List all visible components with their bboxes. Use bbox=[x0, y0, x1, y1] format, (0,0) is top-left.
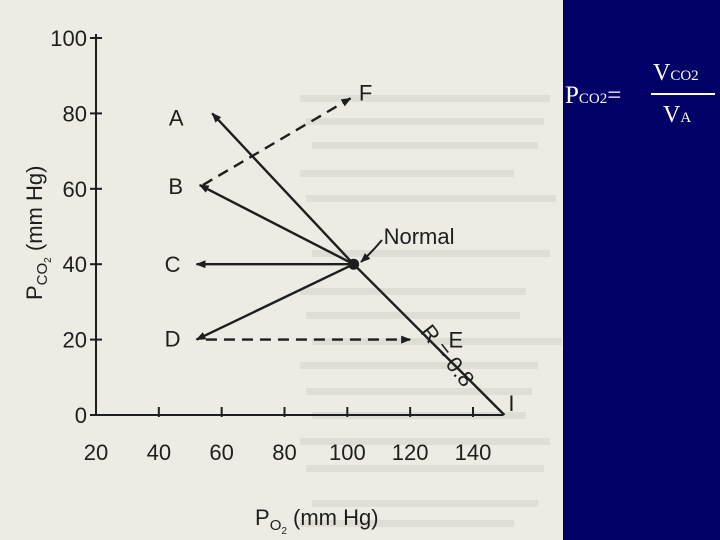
x-tick-label-140: 140 bbox=[455, 440, 492, 465]
normal-point bbox=[348, 258, 360, 270]
formula-numerator-symbol: V bbox=[653, 60, 671, 86]
point-label-b: B bbox=[168, 174, 183, 199]
y-tick-label-40: 40 bbox=[63, 252, 87, 277]
segment-normal-to-B bbox=[198, 183, 355, 266]
formula-denominator: VA bbox=[663, 102, 691, 129]
textbook-scan: 0 20 40 60 80 100 20 40 60 80 100 120 140 Normal A B C D E… bbox=[0, 0, 563, 540]
formula-lhs-subscript: CO2 bbox=[578, 91, 608, 107]
x-tick-label-80: 80 bbox=[272, 440, 296, 465]
faded-text-streak bbox=[306, 118, 544, 125]
point-label-c: C bbox=[165, 252, 181, 277]
formula-denominator-subscript: A bbox=[680, 110, 692, 126]
faded-text-streak bbox=[300, 288, 526, 295]
y-tick-label-60: 60 bbox=[63, 177, 87, 202]
faded-text-streak bbox=[312, 142, 538, 149]
faded-text-streak bbox=[300, 95, 550, 102]
faded-text-streak bbox=[312, 250, 550, 257]
point-label-a: A bbox=[169, 105, 184, 130]
formula-numerator-subscript: CO2 bbox=[670, 68, 699, 84]
annotation-r-ratio: R = 0.8 bbox=[416, 320, 480, 392]
formula-denominator-symbol: V bbox=[663, 102, 681, 128]
faded-text-streak bbox=[300, 362, 538, 369]
x-axis-label: PO2 (mm Hg) bbox=[255, 505, 379, 537]
point-label-normal: Normal bbox=[384, 224, 455, 249]
fraction-bar bbox=[651, 93, 715, 95]
formula-lhs: PCO2= bbox=[565, 82, 621, 110]
y-axis-label: PCO2 (mm Hg) bbox=[22, 166, 54, 300]
formula-lhs-symbol: P bbox=[565, 82, 579, 109]
x-tick-label-100: 100 bbox=[329, 440, 366, 465]
y-tick-label-0: 0 bbox=[75, 403, 87, 428]
faded-text-streak bbox=[306, 312, 520, 319]
formula-equals: = bbox=[607, 82, 622, 109]
x-tick-label-40: 40 bbox=[147, 440, 171, 465]
point-label-i: I bbox=[508, 391, 514, 416]
faded-text-streak bbox=[300, 438, 550, 445]
x-tick-label-60: 60 bbox=[209, 440, 233, 465]
segment-normal-to-A bbox=[211, 112, 355, 266]
faded-text-streak bbox=[300, 520, 514, 527]
segment-B-to-F bbox=[202, 97, 352, 187]
segment-normal-to-I bbox=[352, 263, 506, 416]
segment-normal-to-D bbox=[195, 263, 355, 341]
y-tick-label-100: 100 bbox=[50, 26, 87, 51]
alveolar-pco2-formula: PCO2= VCO2 VA bbox=[565, 55, 720, 145]
point-label-f: F bbox=[359, 80, 372, 105]
faded-text-streak bbox=[306, 465, 544, 472]
y-tick-label-80: 80 bbox=[63, 101, 87, 126]
formula-numerator: VCO2 bbox=[653, 60, 699, 87]
pco2-po2-chart: 0 20 40 60 80 100 20 40 60 80 100 120 140 Normal A B C D E… bbox=[22, 26, 514, 537]
faded-text-streak bbox=[300, 170, 514, 177]
point-label-d: D bbox=[165, 327, 181, 352]
faded-text-streak bbox=[306, 195, 556, 202]
x-tick-label-20: 20 bbox=[84, 440, 108, 465]
y-tick-label-20: 20 bbox=[63, 328, 87, 353]
normal-leader-arrow bbox=[360, 239, 383, 263]
faded-text-streak bbox=[312, 500, 538, 507]
faded-text-streak bbox=[306, 388, 532, 395]
point-label-e: E bbox=[449, 328, 464, 353]
x-tick-label-120: 120 bbox=[392, 440, 429, 465]
faded-text-streak bbox=[312, 338, 562, 345]
